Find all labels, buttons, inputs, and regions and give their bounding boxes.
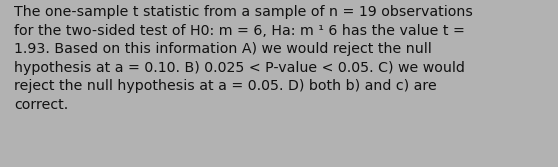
Text: The one-sample t statistic from a sample of n = 19 observations
for the two-side: The one-sample t statistic from a sample… xyxy=(14,5,473,112)
